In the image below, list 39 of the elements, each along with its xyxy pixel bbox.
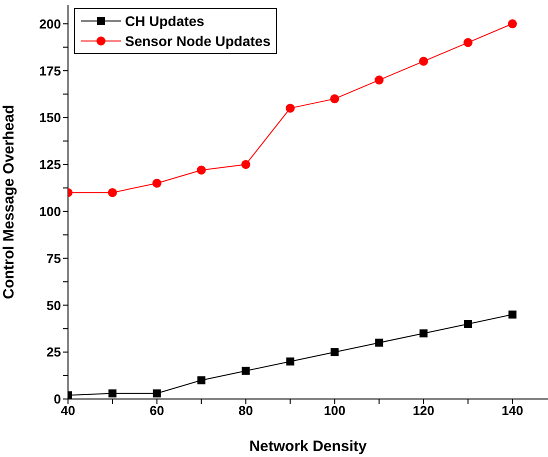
y-axis-title: Control Message Overhead bbox=[0, 104, 18, 300]
legend-label: CH Updates bbox=[125, 13, 204, 29]
point bbox=[375, 338, 384, 347]
x-tick-label: 60 bbox=[150, 403, 164, 418]
y-tick-label: 150 bbox=[39, 110, 61, 126]
y-tick-label: 50 bbox=[46, 298, 61, 313]
point bbox=[286, 357, 294, 366]
point bbox=[242, 366, 250, 375]
x-tick-label: 100 bbox=[324, 403, 346, 418]
y-tick-label: 75 bbox=[46, 250, 61, 266]
x-tick-label: 40 bbox=[60, 403, 76, 418]
y-tick-label: 200 bbox=[39, 16, 61, 32]
y-tick-label: 25 bbox=[46, 344, 61, 360]
point bbox=[420, 329, 428, 338]
point bbox=[152, 178, 162, 188]
y-tick-label: 0 bbox=[54, 392, 61, 407]
y-tick-label: 125 bbox=[39, 157, 61, 172]
point bbox=[108, 389, 116, 398]
x-tick-label: 120 bbox=[412, 403, 434, 418]
x-tick-label: 140 bbox=[502, 403, 524, 418]
point bbox=[374, 76, 384, 85]
x-axis-title: Network Density bbox=[249, 438, 368, 455]
point bbox=[330, 348, 339, 356]
point bbox=[464, 320, 472, 328]
point bbox=[464, 38, 472, 48]
x-tick-label: 80 bbox=[238, 403, 254, 418]
point bbox=[152, 389, 161, 398]
point bbox=[508, 310, 516, 319]
point bbox=[286, 104, 295, 113]
point bbox=[108, 188, 117, 198]
legend-label: Sensor Node Updates bbox=[125, 33, 270, 49]
y-tick-label: 175 bbox=[39, 63, 61, 78]
point bbox=[419, 56, 428, 66]
point bbox=[330, 94, 340, 104]
point bbox=[196, 166, 206, 175]
point bbox=[508, 19, 517, 28]
point bbox=[241, 160, 250, 169]
y-tick-label: 100 bbox=[39, 204, 61, 219]
point bbox=[197, 376, 206, 384]
